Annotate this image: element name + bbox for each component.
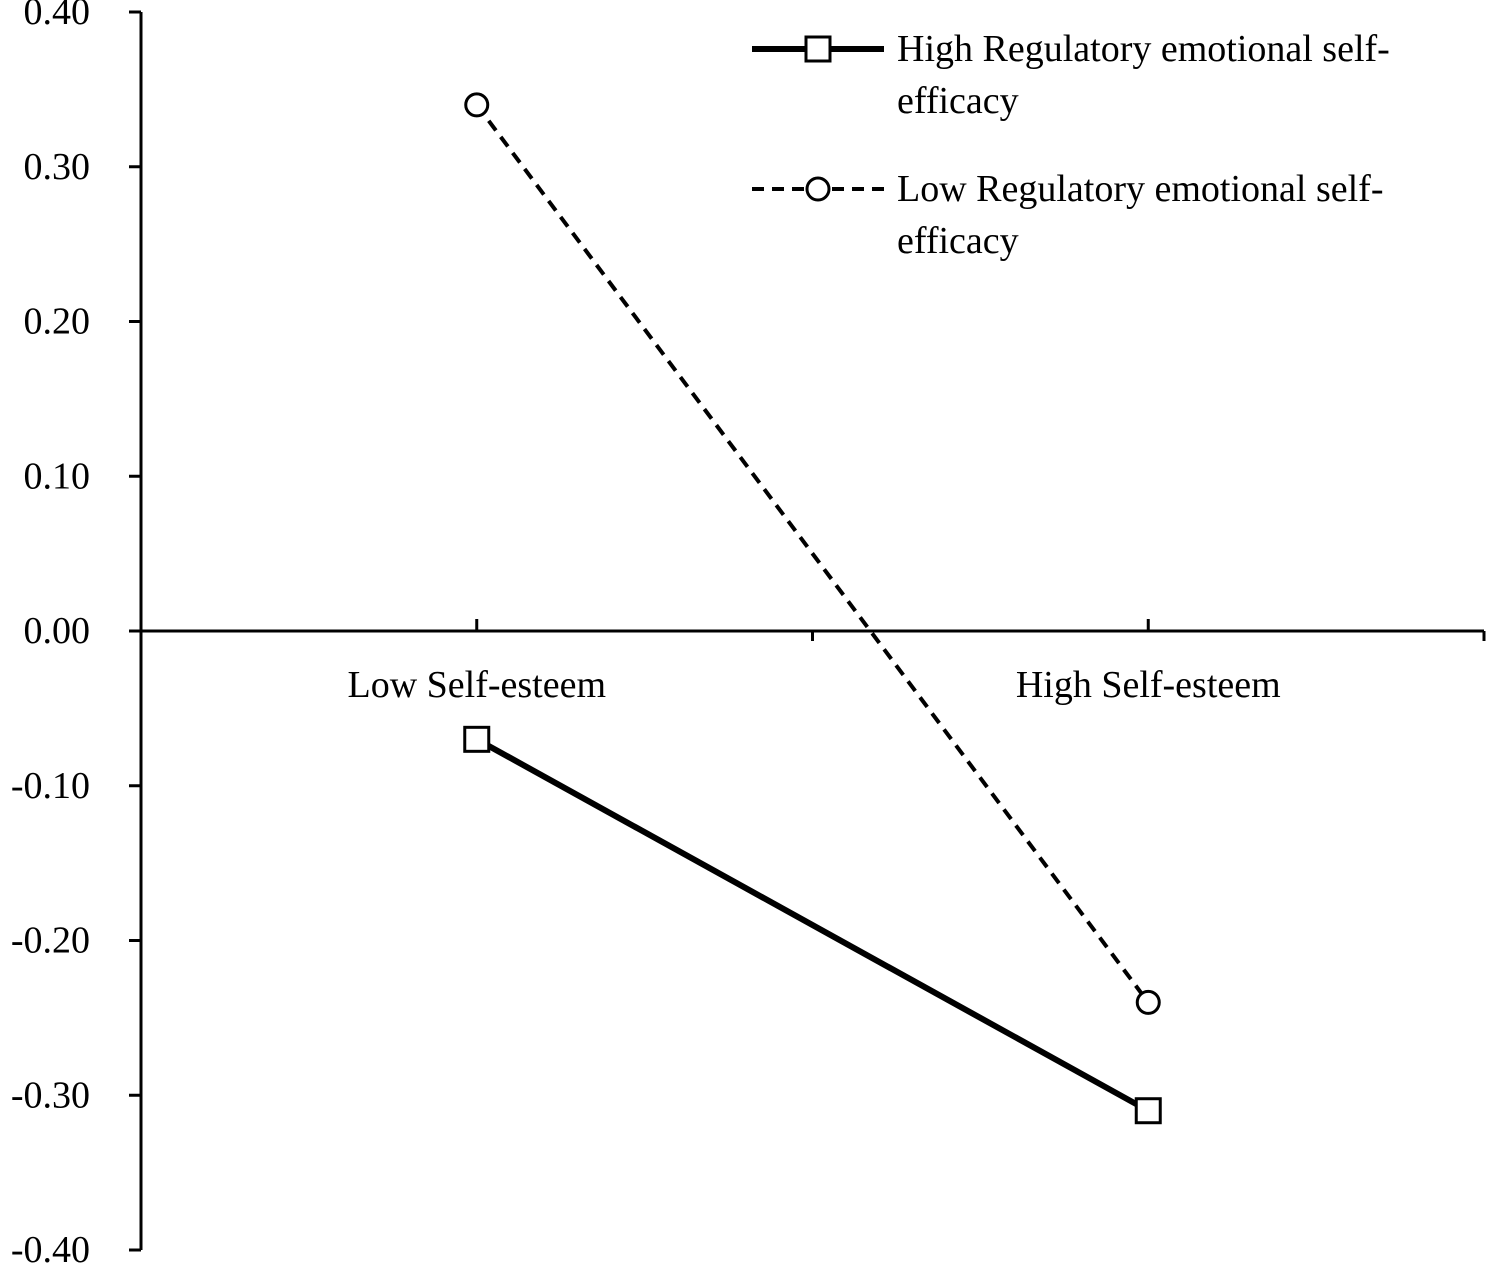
data-point-square xyxy=(1134,1097,1162,1125)
y-ticks: 0.40 0.30 0.20 0.10 0.00 -0.10 -0.20 -0.30 -0.40 xyxy=(11,0,141,1271)
x-categories: Low Self-esteem High Self-esteem xyxy=(347,619,1486,706)
legend-entry: Low Regulatory emotional self-efficacy xyxy=(752,168,1384,262)
data-point-circle xyxy=(464,92,490,118)
legend-entry: High Regulatory emotional self-efficacy xyxy=(752,28,1390,122)
legend-label: High Regulatory emotional self- xyxy=(897,28,1390,70)
data-point-circle xyxy=(1135,989,1161,1015)
x-category-label: High Self-esteem xyxy=(1016,664,1281,706)
y-tick-label: 0.30 xyxy=(24,146,91,188)
series-2 xyxy=(464,92,1161,1015)
series-1 xyxy=(463,725,1162,1125)
legend-label: Low Regulatory emotional self- xyxy=(897,168,1384,210)
legend-label: efficacy xyxy=(897,80,1019,122)
y-tick-label: 0.00 xyxy=(24,610,91,652)
series-line xyxy=(475,103,1150,1004)
y-tick-label: 0.20 xyxy=(24,301,91,343)
y-tick-label: -0.20 xyxy=(11,920,90,962)
y-tick-label: -0.30 xyxy=(11,1074,90,1116)
y-tick-label: -0.40 xyxy=(11,1229,90,1271)
y-tick-label: -0.10 xyxy=(11,765,90,807)
legend-marker-circle xyxy=(805,176,831,202)
y-tick-label: 0.10 xyxy=(24,455,91,497)
data-point-square xyxy=(463,725,491,753)
x-category-label: Low Self-esteem xyxy=(347,664,606,706)
legend-label: efficacy xyxy=(897,220,1019,262)
series-line xyxy=(475,736,1150,1114)
y-tick-label: 0.40 xyxy=(24,0,91,33)
legend-marker-square xyxy=(804,35,832,63)
series-group xyxy=(463,92,1162,1125)
legend: High Regulatory emotional self-efficacyL… xyxy=(752,28,1390,262)
